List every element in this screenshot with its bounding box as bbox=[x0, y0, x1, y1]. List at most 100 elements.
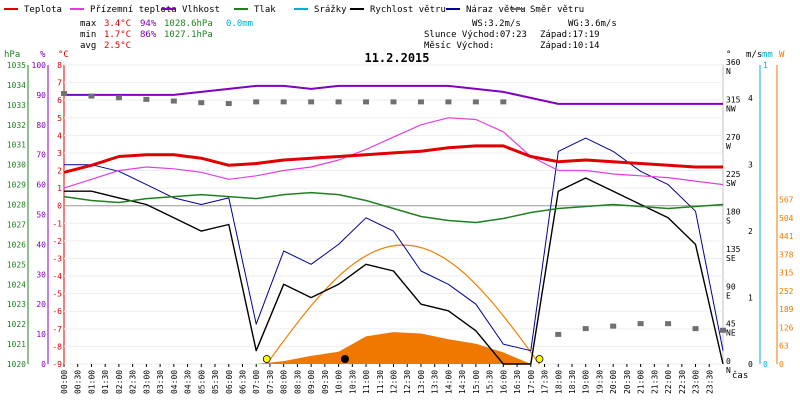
tick-degc: -8 bbox=[52, 342, 62, 351]
tick-hpa: 1024 bbox=[7, 280, 26, 289]
x-tick-label: 19:30 bbox=[595, 370, 604, 394]
x-tick-label: 23:30 bbox=[705, 370, 714, 394]
series-layer bbox=[61, 84, 726, 365]
tick-wind-compass: N bbox=[726, 366, 731, 375]
x-tick-label: 08:00 bbox=[280, 370, 289, 394]
stat-ws: WS:3.2m/s bbox=[472, 19, 521, 29]
tick-pct: 50 bbox=[36, 211, 46, 220]
wind-direction-point bbox=[472, 99, 479, 105]
legend: Teplota Přízemní teplota Vlhkost Tlak Srážky… bbox=[4, 5, 584, 15]
x-tick-label: 11:30 bbox=[376, 370, 385, 394]
tick-wind-compass: SE bbox=[726, 254, 736, 263]
x-tick-label: 01:00 bbox=[87, 370, 96, 394]
stats-block: max 3.4°C 94% 1028.6hPa 0.0mm min 1.7°C … bbox=[80, 19, 617, 51]
tick-wind-dir: 135 bbox=[726, 245, 741, 254]
x-tick-label: 14:30 bbox=[458, 370, 467, 394]
sunset-marker bbox=[535, 355, 544, 363]
wind-direction-point bbox=[143, 96, 150, 102]
stat-max-label: max bbox=[80, 19, 97, 29]
tick-wind-compass: N bbox=[726, 67, 731, 76]
chart-title: 11.2.2015 bbox=[364, 51, 429, 65]
wind-direction-point bbox=[555, 331, 562, 337]
tick-wind-compass: W bbox=[726, 142, 731, 151]
tick-wind-ms: 2 bbox=[748, 227, 753, 236]
tick-hpa: 1027 bbox=[7, 220, 26, 229]
x-tick-label: 20:30 bbox=[623, 370, 632, 394]
tick-wind-ms: 1 bbox=[748, 294, 753, 303]
unit-pct: % bbox=[40, 50, 46, 60]
tick-pct: 10 bbox=[36, 330, 46, 339]
wind-direction-point bbox=[665, 321, 672, 327]
x-tick-label: 16:30 bbox=[513, 370, 522, 394]
legend-label: Srážky bbox=[314, 5, 347, 15]
series-solar-area bbox=[256, 332, 531, 364]
x-tick-label: 08:30 bbox=[293, 370, 302, 394]
x-tick-label: 04:30 bbox=[184, 370, 193, 394]
tick-hpa: 1033 bbox=[7, 101, 26, 110]
tick-solar-w: 189 bbox=[779, 305, 794, 314]
stat-min-hum: 86% bbox=[140, 30, 157, 40]
wind-direction-point bbox=[720, 327, 726, 333]
tick-hpa: 1032 bbox=[7, 121, 26, 130]
x-tick-label: 00:00 bbox=[60, 370, 69, 394]
tick-degc: 8 bbox=[57, 61, 62, 70]
tick-pct: 90 bbox=[36, 91, 46, 100]
wind-direction-point bbox=[253, 99, 260, 105]
tick-pct: 40 bbox=[36, 240, 46, 249]
stat-moonset: Západ:10:14 bbox=[540, 41, 600, 51]
x-tick-label: 14:00 bbox=[444, 370, 453, 394]
wind-direction-point bbox=[610, 323, 617, 329]
tick-hpa: 1021 bbox=[7, 340, 26, 349]
stat-min-press: 1027.1hPa bbox=[164, 30, 213, 40]
x-axis-ticks: 00:00 00:30 01:00 01:30 02:00 02:30 03:00 03:30… bbox=[60, 364, 714, 394]
tick-wind-dir: 45 bbox=[726, 320, 736, 329]
x-tick-label: 17:30 bbox=[541, 370, 550, 394]
tick-wind-compass: S bbox=[726, 217, 731, 226]
stat-max-temp: 3.4°C bbox=[104, 19, 131, 29]
sunrise-marker bbox=[262, 355, 271, 363]
stat-max-hum: 94% bbox=[140, 19, 157, 29]
moonset-marker bbox=[340, 355, 349, 363]
series-pressure bbox=[63, 191, 724, 224]
tick-hpa: 1034 bbox=[7, 81, 26, 90]
stat-avg-temp: 2.5°C bbox=[104, 41, 131, 51]
x-tick-label: 02:00 bbox=[115, 370, 124, 394]
tick-pct: 20 bbox=[36, 300, 46, 309]
x-tick-label: 15:00 bbox=[472, 370, 481, 394]
tick-degc: -7 bbox=[52, 325, 62, 334]
wind-direction-point bbox=[115, 95, 122, 101]
unit-w: W bbox=[779, 50, 785, 60]
tick-solar-w: 126 bbox=[779, 323, 794, 332]
tick-degc: 7 bbox=[57, 79, 62, 88]
x-tick-label: 13:30 bbox=[431, 370, 440, 394]
x-tick-label: 12:30 bbox=[403, 370, 412, 394]
x-tick-label: 12:00 bbox=[390, 370, 399, 394]
series-humidity bbox=[64, 84, 723, 105]
x-tick-label: 06:30 bbox=[238, 370, 247, 394]
tick-degc: -5 bbox=[52, 290, 62, 299]
tick-wind-compass: NE bbox=[726, 329, 736, 338]
tick-wind-dir: 0 bbox=[726, 357, 731, 366]
tick-solar-w: 378 bbox=[779, 250, 794, 259]
wind-direction-point bbox=[88, 93, 95, 99]
x-tick-label: 05:00 bbox=[197, 370, 206, 394]
x-tick-label: 07:30 bbox=[266, 370, 275, 394]
x-tick-label: 03:30 bbox=[156, 370, 165, 394]
wind-direction-point bbox=[170, 98, 177, 104]
x-tick-label: 11:00 bbox=[362, 370, 371, 394]
x-tick-label: 22:00 bbox=[664, 370, 673, 394]
tick-wind-dir: 180 bbox=[726, 208, 741, 217]
legend-label: Náraz větru bbox=[466, 5, 526, 15]
tick-degc: -2 bbox=[52, 237, 62, 246]
legend-label: Teplota bbox=[24, 5, 62, 15]
tick-hpa: 1025 bbox=[7, 260, 26, 269]
stat-avg-label: avg bbox=[80, 41, 96, 51]
stat-min-label: min bbox=[80, 30, 96, 40]
tick-wind-ms: 3 bbox=[748, 161, 753, 170]
x-tick-label: 06:00 bbox=[225, 370, 234, 394]
tick-solar-w: 504 bbox=[779, 214, 794, 223]
tick-wind-compass: NW bbox=[726, 104, 736, 113]
x-tick-label: 09:00 bbox=[307, 370, 316, 394]
tick-pct: 80 bbox=[36, 121, 46, 130]
